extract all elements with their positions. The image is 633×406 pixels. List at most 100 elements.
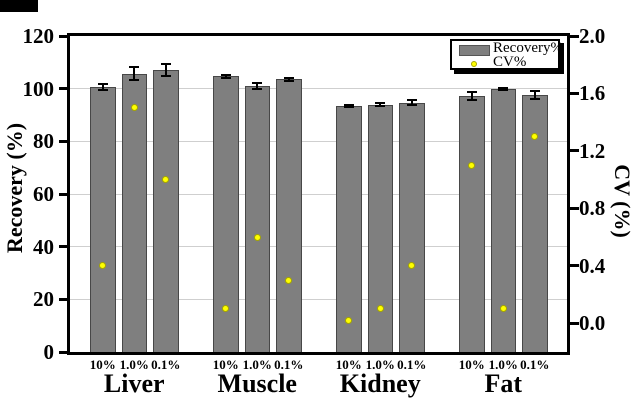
error-bar-cap — [375, 102, 386, 105]
error-bar-cap — [498, 88, 509, 91]
left-axis-tick — [59, 139, 68, 143]
legend: Recovery% CV% — [450, 39, 563, 70]
gridline — [70, 88, 567, 90]
legend-label-recovery: Recovery% — [493, 40, 563, 56]
bar-tick-label: 1.0% — [119, 357, 149, 372]
right-axis-tick — [570, 91, 579, 95]
right-axis-tick-label: 0.4 — [579, 253, 606, 278]
right-axis-tick-label: 2.0 — [579, 24, 606, 48]
bar-tick-label: 10% — [335, 357, 362, 372]
error-bar-cap — [129, 78, 140, 81]
error-bar-cap — [252, 82, 263, 85]
left-axis-tick — [59, 245, 68, 249]
error-bar-cap — [498, 87, 509, 90]
cv-dot — [162, 176, 170, 184]
error-bar-line — [470, 92, 473, 100]
left-axis-tick-label: 60 — [33, 182, 54, 206]
error-bar-cap — [406, 104, 417, 107]
recovery-bar — [490, 89, 516, 352]
cv-dot — [376, 305, 384, 313]
error-bar-cap — [283, 77, 294, 80]
recovery-bar — [244, 86, 270, 352]
error-bar-line — [256, 83, 259, 89]
right-axis-tick-label: 1.6 — [579, 81, 606, 106]
group-label: Kidney — [339, 369, 421, 398]
right-axis-tick — [570, 149, 579, 153]
error-bar-cap — [252, 87, 263, 90]
error-bar-cap — [466, 91, 477, 94]
cv-dot — [408, 262, 416, 270]
recovery-bar — [367, 104, 393, 352]
left-axis-tick — [59, 350, 68, 354]
cv-dot — [130, 104, 138, 112]
bar-tick-label: 10% — [89, 357, 116, 372]
left-axis-tick — [59, 297, 68, 301]
left-axis-tick-label: 100 — [22, 76, 55, 101]
legend-label-cv: CV% — [493, 54, 527, 70]
right-axis-tick — [570, 206, 579, 210]
error-bar-cap — [529, 90, 540, 93]
error-bar-cap — [529, 97, 540, 100]
cv-dot — [499, 305, 507, 313]
error-bar-cap — [160, 74, 171, 77]
cv-dot — [222, 305, 230, 313]
cv-dot — [345, 316, 353, 324]
error-bar-cap — [160, 63, 171, 66]
bar-tick-label: 10% — [212, 357, 239, 372]
error-bar-cap — [406, 98, 417, 101]
cv-dot-icon — [471, 61, 477, 67]
error-bar-cap — [220, 73, 231, 76]
bar-tick-label: 1.0% — [242, 357, 272, 372]
error-bar-cap — [343, 105, 354, 108]
error-bar-cap — [220, 76, 231, 79]
right-axis-tick-label: 1.2 — [579, 138, 606, 163]
right-axis-tick — [570, 321, 579, 325]
group-label: Liver — [103, 369, 165, 398]
bar-tick-label: 0.1% — [397, 357, 427, 372]
gridline — [70, 193, 567, 195]
cv-dot — [285, 276, 293, 284]
right-axis-tick — [570, 264, 579, 268]
bar-tick-label: 1.0% — [488, 357, 518, 372]
bar-tick-label: 1.0% — [365, 357, 395, 372]
error-bar-line — [287, 78, 290, 81]
left-axis-tick — [59, 192, 68, 196]
bar-tick-label: 10% — [458, 357, 485, 372]
left-axis-tick-label: 80 — [33, 129, 54, 154]
cv-dot — [468, 161, 476, 169]
group-label: Muscle — [217, 369, 297, 398]
error-bar-line — [410, 99, 413, 106]
recovery-bar — [121, 73, 147, 352]
cv-dot — [99, 262, 107, 270]
bar-tick-label: 0.1% — [274, 357, 304, 372]
recovery-swatch-icon — [459, 45, 490, 56]
left-axis-tick — [59, 34, 68, 38]
gridline — [70, 298, 567, 300]
right-axis-tick-label: 0.8 — [579, 196, 606, 221]
error-bar-line — [379, 103, 382, 107]
gridline — [70, 246, 567, 248]
cv-dot — [253, 233, 261, 241]
left-axis-title: Recovery (%) — [2, 122, 27, 254]
bar-tick-label: 0.1% — [520, 357, 550, 372]
recovery-bar — [399, 102, 425, 352]
right-axis-tick — [570, 34, 579, 38]
error-bar-line — [533, 91, 536, 99]
recovery-bar — [336, 105, 362, 352]
error-bar-line — [133, 67, 136, 80]
recovery-bar — [276, 79, 302, 352]
recovery-bar — [153, 69, 179, 352]
right-axis-title: CV (%) — [610, 164, 633, 238]
gridline — [70, 140, 567, 142]
error-bar-cap — [466, 98, 477, 101]
error-bar-cap — [97, 88, 108, 91]
left-axis-tick-label: 120 — [22, 24, 55, 48]
error-bar-line — [101, 83, 104, 90]
error-bar-cap — [283, 79, 294, 82]
left-axis-tick — [59, 87, 68, 91]
group-label: Fat — [484, 369, 523, 398]
recovery-bar — [459, 96, 485, 352]
cv-dot — [531, 133, 539, 141]
